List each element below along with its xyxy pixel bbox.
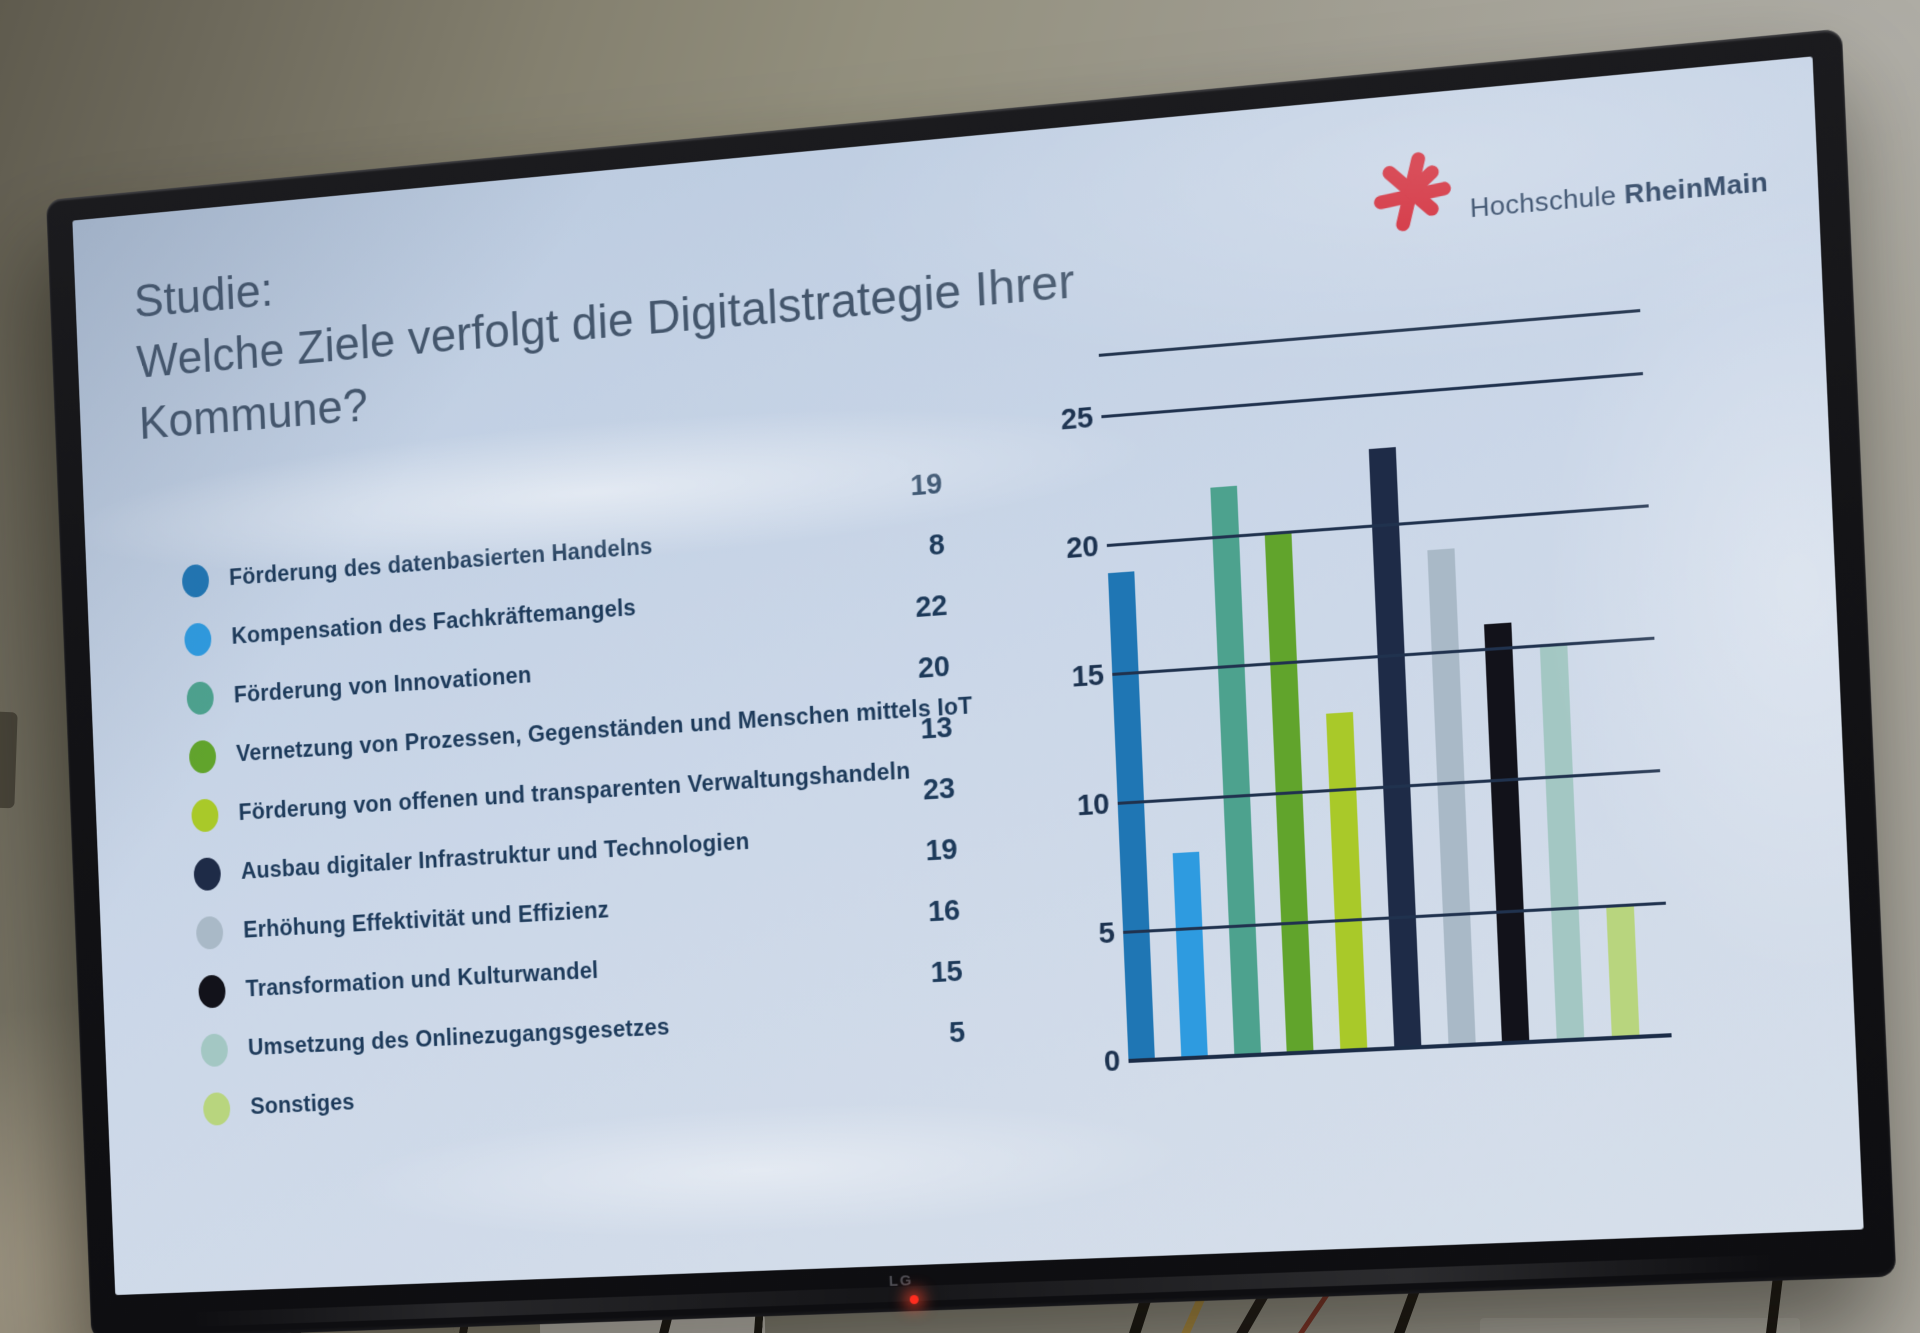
bar-chart: 0510152025: [1044, 309, 1671, 1066]
value-label: 23: [882, 759, 956, 824]
y-axis-label: 0: [1067, 1045, 1121, 1081]
bar: [1108, 571, 1155, 1063]
legend-dot-icon: [186, 680, 214, 715]
bar: [1369, 447, 1422, 1050]
lg-brand-logo: LG: [888, 1272, 913, 1290]
value-label: 13: [880, 698, 954, 763]
value-label: 22: [875, 576, 949, 642]
value-label: 8: [872, 515, 946, 581]
hochschule-rheinmain-logo: Hochschule RheinMain: [1371, 117, 1769, 237]
presentation-slide: Hochschule RheinMain Studie: Welche Ziel…: [72, 56, 1863, 1295]
bar: [1172, 852, 1207, 1061]
tv-monitor: Hochschule RheinMain Studie: Welche Ziel…: [46, 29, 1896, 1333]
bar: [1326, 712, 1367, 1053]
y-axis-label: 5: [1062, 916, 1116, 952]
legend-label: Erhöhung Effektivität und Effizienz: [243, 897, 610, 944]
bar: [1606, 906, 1639, 1040]
y-axis-label: 10: [1056, 787, 1110, 823]
slide-title: Studie: Welche Ziele verfolgt die Digita…: [133, 187, 1079, 455]
value-label: 5: [893, 1003, 967, 1067]
value-label: 19: [870, 454, 944, 520]
plot-area: [1099, 312, 1640, 1063]
legend-dot-icon: [182, 563, 210, 598]
wall-object: [0, 712, 18, 809]
legend-label: Transformation und Kulturwandel: [245, 957, 599, 1002]
logo-text-regular: Hochschule: [1469, 180, 1617, 224]
legend-label: Förderung von Innovationen: [233, 662, 532, 709]
legend-label: Umsetzung des Onlinezugangsgesetzes: [248, 1014, 670, 1061]
value-label: 15: [890, 942, 964, 1007]
legend-dot-icon: [198, 974, 226, 1008]
y-axis-label: 20: [1046, 530, 1100, 567]
value-label: 16: [888, 881, 962, 946]
bar: [1210, 486, 1261, 1058]
asterisk-logo-icon: [1371, 146, 1456, 237]
photo-scene: Hochschule RheinMain Studie: Welche Ziel…: [0, 0, 1920, 1333]
legend-dot-icon: [203, 1091, 231, 1125]
wall-sill: [1480, 1318, 1800, 1333]
value-label: 19: [885, 820, 959, 885]
legend-dot-icon: [196, 915, 224, 949]
legend-dot-icon: [193, 856, 221, 890]
logo-text: Hochschule RheinMain: [1469, 166, 1769, 228]
tv-screen: Hochschule RheinMain Studie: Welche Ziel…: [72, 56, 1863, 1295]
bar: [1540, 646, 1585, 1043]
legend-dot-icon: [200, 1033, 228, 1067]
legend-label: Sonstiges: [250, 1089, 355, 1120]
value-label: 20: [877, 637, 951, 703]
legend-dot-icon: [184, 622, 212, 657]
legend-dot-icon: [189, 739, 217, 773]
chart-legend: Förderung des datenbasierten HandelnsKom…: [181, 492, 989, 1138]
y-axis-label: 15: [1051, 658, 1105, 695]
power-led: [909, 1295, 918, 1304]
legend-dot-icon: [191, 798, 219, 832]
bar: [1484, 623, 1529, 1045]
y-axis-label: 25: [1040, 401, 1094, 438]
logo-text-bold: RheinMain: [1624, 166, 1769, 210]
bar: [1427, 548, 1476, 1048]
